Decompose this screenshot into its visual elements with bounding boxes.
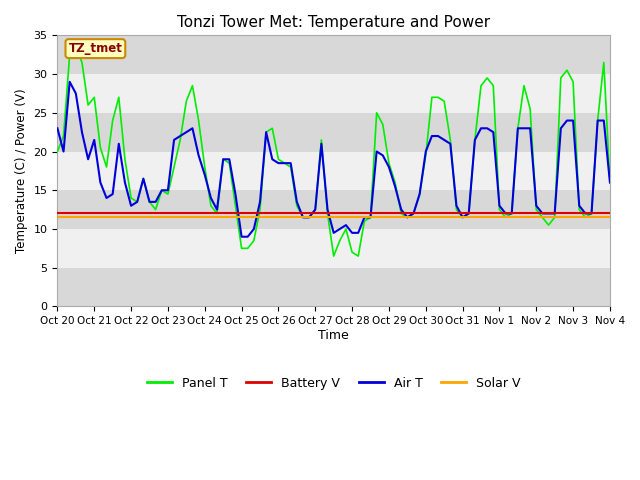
Battery V bbox=[121, 211, 129, 216]
Air T bbox=[66, 79, 74, 84]
Y-axis label: Temperature (C) / Power (V): Temperature (C) / Power (V) bbox=[15, 89, 28, 253]
Solar V bbox=[594, 215, 602, 220]
Bar bbox=[58, 152, 610, 190]
Solar V bbox=[182, 215, 190, 220]
Panel T bbox=[532, 207, 540, 213]
Bar bbox=[58, 74, 610, 113]
Battery V bbox=[195, 211, 202, 216]
Panel T bbox=[385, 160, 393, 166]
Battery V bbox=[594, 211, 602, 216]
Solar V bbox=[121, 215, 129, 220]
Air T bbox=[385, 164, 393, 170]
Battery V bbox=[588, 211, 595, 216]
Bar bbox=[58, 36, 610, 74]
Air T bbox=[532, 203, 540, 209]
Solar V bbox=[606, 215, 614, 220]
Bar bbox=[58, 268, 610, 306]
Battery V bbox=[606, 211, 614, 216]
Battery V bbox=[54, 211, 61, 216]
Battery V bbox=[182, 211, 190, 216]
Panel T bbox=[600, 60, 607, 65]
Line: Panel T: Panel T bbox=[58, 47, 610, 256]
Solar V bbox=[588, 215, 595, 220]
Title: Tonzi Tower Met: Temperature and Power: Tonzi Tower Met: Temperature and Power bbox=[177, 15, 490, 30]
Panel T bbox=[54, 149, 61, 155]
Bar bbox=[58, 190, 610, 229]
Air T bbox=[189, 125, 196, 131]
Panel T bbox=[201, 164, 209, 170]
Air T bbox=[606, 180, 614, 185]
Text: TZ_tmet: TZ_tmet bbox=[68, 42, 122, 55]
Solar V bbox=[54, 215, 61, 220]
Panel T bbox=[330, 253, 337, 259]
Solar V bbox=[195, 215, 202, 220]
Air T bbox=[237, 234, 245, 240]
Panel T bbox=[189, 83, 196, 89]
Battery V bbox=[520, 211, 528, 216]
Air T bbox=[127, 203, 135, 209]
Line: Air T: Air T bbox=[58, 82, 610, 237]
Bar bbox=[58, 229, 610, 268]
Bar bbox=[58, 113, 610, 152]
Air T bbox=[201, 172, 209, 178]
Solar V bbox=[520, 215, 528, 220]
X-axis label: Time: Time bbox=[318, 329, 349, 342]
Panel T bbox=[127, 195, 135, 201]
Legend: Panel T, Battery V, Air T, Solar V: Panel T, Battery V, Air T, Solar V bbox=[141, 372, 525, 396]
Air T bbox=[54, 125, 61, 131]
Panel T bbox=[606, 180, 614, 185]
Panel T bbox=[72, 44, 79, 50]
Air T bbox=[600, 118, 607, 123]
